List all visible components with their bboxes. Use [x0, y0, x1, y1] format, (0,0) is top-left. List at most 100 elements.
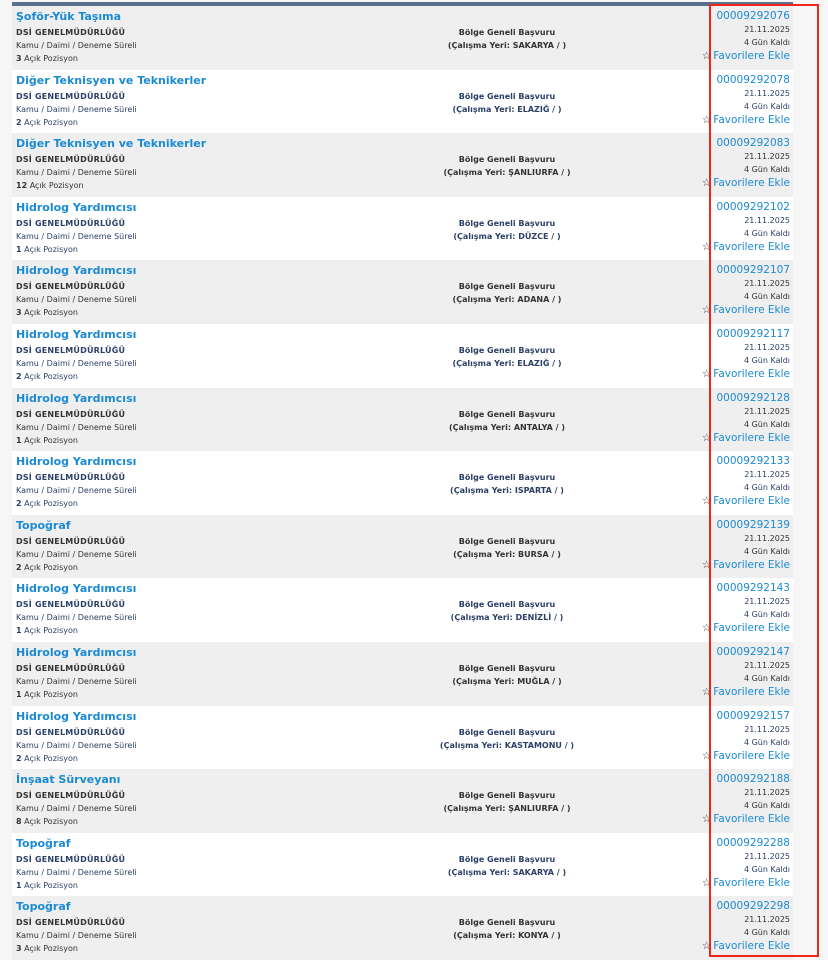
job-title-link[interactable]: Topoğraf — [16, 836, 71, 850]
listing-number-link[interactable]: 00009292128 — [716, 391, 791, 404]
open-positions: 1 Açık Pozisyon — [16, 690, 78, 699]
job-title-link[interactable]: Hidrolog Yardımcısı — [16, 200, 137, 214]
add-to-favorites-button[interactable]: ☆ Favorilere Ekle — [690, 559, 790, 571]
position-count: 1 — [16, 244, 22, 254]
listing-date: 21.11.2025 — [744, 724, 790, 734]
organization: DSİ GENELMÜDÜRLÜĞÜ — [16, 155, 126, 165]
work-location: (Çalışma Yeri: ŞANLIURFA / ) — [443, 168, 571, 178]
days-remaining: 4 Gün Kaldı — [743, 737, 790, 747]
scope-text: Bölge Geneli Başvuru — [458, 854, 556, 864]
open-positions: 2 Açık Pozisyon — [16, 754, 78, 763]
days-remaining: 4 Gün Kaldı — [743, 483, 790, 493]
star-outline-icon: ☆ — [701, 240, 712, 253]
organization: DSİ GENELMÜDÜRLÜĞÜ — [16, 473, 126, 483]
listing-number-link[interactable]: 00009292147 — [716, 645, 791, 658]
work-location: (Çalışma Yeri: ELAZIĞ / ) — [452, 104, 562, 114]
listing-number-link[interactable]: 00009292288 — [716, 836, 791, 849]
add-to-favorites-button[interactable]: ☆ Favorilere Ekle — [690, 241, 790, 253]
listing-number-link[interactable]: 00009292078 — [716, 73, 791, 86]
listing-meta: 00009292147 21.11.2025 4 Gün Kaldı ☆ Favoril… — [690, 646, 790, 698]
job-title-link[interactable]: Hidrolog Yardımcısı — [16, 391, 137, 405]
add-to-favorites-button[interactable]: ☆ Favorilere Ekle — [690, 368, 790, 380]
add-to-favorites-button[interactable]: ☆ Favorilere Ekle — [690, 495, 790, 507]
employment-type: Kamu / Daimi / Deneme Süreli — [16, 486, 137, 496]
listing-date: 21.11.2025 — [744, 788, 790, 798]
listing-number-link[interactable]: 00009292117 — [716, 327, 791, 340]
add-to-favorites-button[interactable]: ☆ Favorilere Ekle — [690, 750, 790, 762]
position-count: 2 — [16, 117, 22, 127]
employment-type: Kamu / Daimi / Deneme Süreli — [16, 613, 137, 623]
listing-number-link[interactable]: 00009292107 — [716, 264, 791, 277]
employment-type: Kamu / Daimi / Deneme Süreli — [16, 168, 137, 178]
add-to-favorites-button[interactable]: ☆ Favorilere Ekle — [690, 432, 790, 444]
position-count: 2 — [16, 499, 22, 509]
employment-type: Kamu / Daimi / Deneme Süreli — [16, 676, 137, 686]
position-count: 1 — [16, 880, 22, 890]
open-positions: 1 Açık Pozisyon — [16, 881, 78, 890]
job-row: Şoför-Yük Taşıma DSİ GENELMÜDÜRLÜĞÜ Kamu /… — [12, 6, 793, 70]
days-remaining: 4 Gün Kaldı — [743, 165, 790, 175]
position-label: Açık Pozisyon — [24, 54, 78, 63]
add-to-favorites-button[interactable]: ☆ Favorilere Ekle — [690, 813, 790, 825]
scope-text: Bölge Geneli Başvuru — [458, 663, 556, 673]
add-to-favorites-button[interactable]: ☆ Favorilere Ekle — [690, 940, 790, 952]
position-label: Açık Pozisyon — [24, 499, 78, 509]
job-title-link[interactable]: Diğer Teknisyen ve Teknikerler — [16, 73, 207, 87]
work-location: (Çalışma Yeri: DENİZLİ / ) — [450, 613, 564, 623]
list-header-bar — [12, 2, 793, 6]
work-location: (Çalışma Yeri: ANTALYA / ) — [449, 422, 565, 432]
add-to-favorites-button[interactable]: ☆ Favorilere Ekle — [690, 114, 790, 126]
job-title-link[interactable]: Hidrolog Yardımcısı — [16, 327, 137, 341]
job-listing-table: Şoför-Yük Taşıma DSİ GENELMÜDÜRLÜĞÜ Kamu /… — [12, 6, 793, 960]
add-to-favorites-button[interactable]: ☆ Favorilere Ekle — [690, 622, 790, 634]
add-to-favorites-button[interactable]: ☆ Favorilere Ekle — [690, 877, 790, 889]
job-title-link[interactable]: İnşaat Sürveyanı — [16, 773, 121, 787]
work-location: (Çalışma Yeri: KASTAMONU / ) — [439, 740, 575, 750]
position-label: Açık Pozisyon — [24, 626, 78, 636]
position-label: Açık Pozisyon — [24, 753, 78, 763]
star-outline-icon: ☆ — [701, 367, 712, 380]
listing-meta: 00009292128 21.11.2025 4 Gün Kaldı ☆ Favoril… — [690, 392, 790, 444]
listing-number-link[interactable]: 00009292139 — [716, 518, 791, 531]
add-to-favorites-button[interactable]: ☆ Favorilere Ekle — [690, 686, 790, 698]
application-scope: Bölge Geneli Başvuru (Çalışma Yeri: ŞANLI… — [392, 789, 622, 815]
add-to-favorites-button[interactable]: ☆ Favorilere Ekle — [690, 304, 790, 316]
listing-number-link[interactable]: 00009292083 — [716, 137, 791, 150]
add-to-favorites-button[interactable]: ☆ Favorilere Ekle — [690, 50, 790, 62]
listing-date: 21.11.2025 — [744, 88, 790, 98]
listing-number-link[interactable]: 00009292143 — [716, 582, 791, 595]
job-row: Hidrolog Yardımcısı DSİ GENELMÜDÜRLÜĞÜ Kam… — [12, 196, 793, 261]
application-scope: Bölge Geneli Başvuru (Çalışma Yeri: SAKAR… — [392, 26, 622, 52]
days-remaining: 4 Gün Kaldı — [743, 864, 790, 874]
job-row: Hidrolog Yardımcısı DSİ GENELMÜDÜRLÜĞÜ Kam… — [12, 641, 793, 706]
job-title-link[interactable]: Topoğraf — [16, 900, 71, 914]
add-to-favorites-button[interactable]: ☆ Favorilere Ekle — [690, 177, 790, 189]
listing-number-link[interactable]: 00009292157 — [716, 709, 791, 722]
listing-number-link[interactable]: 00009292133 — [716, 455, 791, 468]
favorite-label: Favorilere Ekle — [713, 431, 790, 444]
job-title-link[interactable]: Şoför-Yük Taşıma — [16, 10, 122, 23]
work-location: (Çalışma Yeri: SAKARYA / ) — [447, 41, 567, 50]
job-title-link[interactable]: Hidrolog Yardımcısı — [16, 582, 137, 596]
listing-number-link[interactable]: 00009292076 — [716, 10, 791, 22]
job-title-link[interactable]: Hidrolog Yardımcısı — [16, 709, 137, 723]
job-row: Hidrolog Yardımcısı DSİ GENELMÜDÜRLÜĞÜ Kam… — [12, 260, 793, 324]
organization: DSİ GENELMÜDÜRLÜĞÜ — [16, 28, 126, 37]
listing-meta: 00009292107 21.11.2025 4 Gün Kaldı ☆ Favoril… — [690, 264, 790, 316]
days-remaining: 4 Gün Kaldı — [743, 292, 790, 302]
job-title-link[interactable]: Diğer Teknisyen ve Teknikerler — [16, 137, 207, 151]
scope-text: Bölge Geneli Başvuru — [458, 536, 556, 546]
job-title-link[interactable]: Hidrolog Yardımcısı — [16, 645, 137, 659]
job-title-link[interactable]: Hidrolog Yardımcısı — [16, 264, 137, 278]
star-outline-icon: ☆ — [701, 685, 712, 698]
star-outline-icon: ☆ — [701, 431, 712, 444]
listing-number-link[interactable]: 00009292188 — [716, 773, 791, 786]
job-title-link[interactable]: Hidrolog Yardımcısı — [16, 455, 137, 469]
star-outline-icon: ☆ — [701, 50, 712, 62]
organization: DSİ GENELMÜDÜRLÜĞÜ — [16, 918, 126, 928]
application-scope: Bölge Geneli Başvuru (Çalışma Yeri: ANTAL… — [392, 408, 622, 434]
job-title-link[interactable]: Topoğraf — [16, 518, 71, 532]
listing-number-link[interactable]: 00009292298 — [716, 900, 791, 913]
organization: DSİ GENELMÜDÜRLÜĞÜ — [16, 345, 126, 355]
listing-number-link[interactable]: 00009292102 — [716, 200, 791, 213]
